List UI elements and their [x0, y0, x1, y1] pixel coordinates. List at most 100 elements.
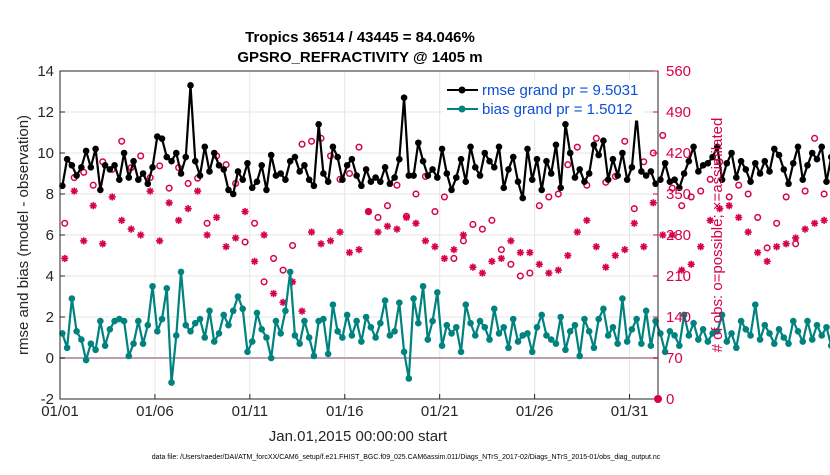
y-right-tick-label: 0 — [666, 391, 674, 408]
bias-point — [234, 293, 242, 300]
assimilated-obs-point — [70, 187, 78, 195]
bias-point — [467, 319, 474, 327]
assimilated-obs-point — [374, 228, 382, 236]
rmse-point — [424, 172, 432, 179]
assimilated-obs-point — [649, 199, 657, 207]
assimilated-obs-point — [554, 266, 562, 274]
y-tick-label: 10 — [37, 145, 54, 162]
assimilated-obs-point — [459, 231, 468, 239]
legend-rmse-label: rmse grand pr = 9.5031 — [482, 82, 638, 99]
rmse-point — [438, 145, 446, 153]
rmse-point — [305, 176, 313, 183]
bias-point — [144, 321, 152, 329]
rmse-point — [751, 159, 759, 167]
possible-obs-point — [478, 225, 486, 233]
bias-point — [538, 311, 546, 319]
bias-point — [177, 268, 185, 276]
possible-obs-point — [801, 187, 809, 195]
possible-obs-point — [668, 184, 676, 192]
rmse-point — [139, 170, 147, 177]
bias-point — [405, 375, 413, 382]
assimilated-obs-point — [156, 237, 164, 245]
rmse-point — [623, 176, 631, 183]
assimilated-obs-point — [137, 231, 145, 239]
rmse-point — [566, 149, 574, 157]
y-tick-label: 14 — [37, 63, 54, 80]
bias-point — [661, 348, 669, 356]
rmse-point — [87, 164, 95, 171]
rmse-point — [253, 178, 261, 185]
bias-point — [272, 317, 280, 325]
bias-point — [600, 305, 607, 313]
bias-point — [581, 315, 588, 323]
rmse-point — [704, 159, 712, 167]
rmse-point — [315, 121, 322, 128]
rmse-point — [400, 94, 408, 101]
assimilated-obs-point — [820, 216, 828, 224]
rmse-point — [728, 149, 735, 157]
bias-point — [101, 342, 109, 350]
rmse-point — [168, 157, 175, 165]
possible-obs-point — [89, 181, 97, 189]
bias-point — [277, 330, 284, 337]
rmse-point — [638, 168, 645, 175]
possible-obs-point — [735, 181, 743, 189]
bias-point — [362, 313, 370, 321]
rmse-point — [690, 143, 697, 151]
y-right-tick-label: 350 — [666, 186, 691, 203]
bias-point — [196, 315, 204, 323]
legend-bias-marker — [458, 105, 466, 113]
x-tick-label: 01/06 — [136, 403, 174, 420]
rmse-point — [514, 178, 522, 185]
assimilated-obs-point — [507, 237, 515, 245]
rmse-point — [780, 166, 788, 173]
rmse-point — [770, 145, 778, 153]
rmse-point — [628, 164, 636, 171]
rmse-point — [775, 151, 783, 159]
possible-obs-point — [251, 219, 259, 227]
bias-point — [73, 328, 80, 335]
bias-point — [396, 299, 403, 306]
bias-point — [324, 350, 332, 358]
rmse-point — [789, 159, 797, 167]
rmse-point — [377, 178, 384, 185]
possible-obs-point — [545, 193, 553, 201]
rmse-point — [106, 166, 114, 173]
bias-point — [386, 332, 394, 339]
rmse-point — [343, 162, 351, 169]
rmse-point — [600, 137, 607, 144]
assimilated-obs-point — [573, 228, 581, 236]
y-right-origin-marker — [654, 395, 662, 403]
assimilated-obs-point — [307, 228, 316, 236]
assimilated-obs-point — [659, 231, 667, 239]
possible-obs-point — [554, 190, 562, 198]
bias-point — [685, 332, 693, 339]
y-right-tick-label: 420 — [666, 145, 691, 162]
assimilated-obs-point — [754, 248, 762, 257]
possible-obs-point — [383, 202, 392, 210]
assimilated-obs-point — [716, 205, 724, 213]
bias-point — [452, 323, 460, 331]
assimilated-obs-point — [421, 237, 430, 245]
rmse-point — [362, 166, 370, 173]
possible-obs-point — [165, 184, 173, 192]
bias-point — [728, 330, 735, 337]
bias-point — [438, 342, 446, 350]
bias-point — [657, 330, 664, 337]
bias-point — [244, 348, 251, 356]
bias-point — [191, 319, 199, 327]
bias-point — [448, 330, 455, 337]
x-tick-label: 01/11 — [232, 403, 268, 420]
bias-point — [818, 332, 826, 339]
assimilated-obs-point — [232, 234, 240, 242]
assimilated-obs-point — [478, 269, 486, 277]
bias-point — [59, 330, 66, 337]
rmse-point — [647, 168, 655, 175]
rmse-point — [320, 170, 327, 177]
rmse-point — [234, 168, 242, 175]
bias-point — [296, 340, 303, 347]
bias-point — [647, 342, 655, 350]
possible-obs-point — [156, 162, 164, 170]
rmse-point — [120, 149, 128, 157]
rmse-point — [471, 164, 479, 171]
